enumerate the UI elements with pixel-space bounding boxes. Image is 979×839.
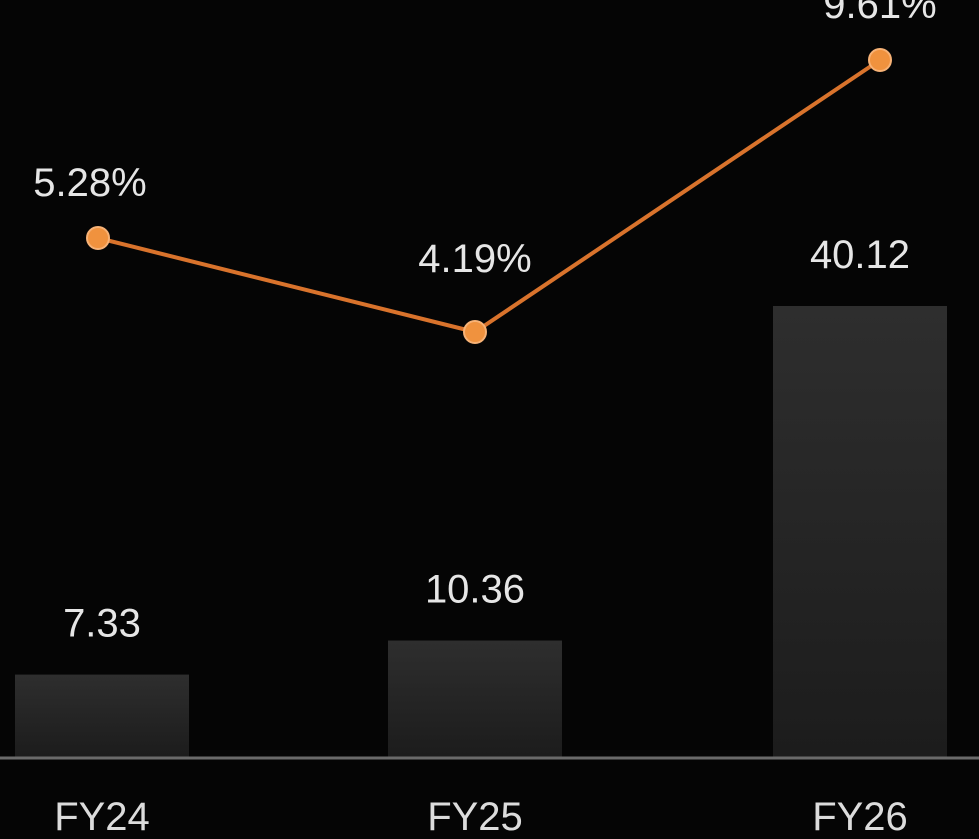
bar-value-label-fy25: 10.36: [425, 568, 525, 612]
bar-value-label-fy26: 40.12: [810, 233, 910, 277]
growth-marker-fy25: [463, 320, 487, 344]
growth-marker-fy24: [86, 226, 110, 250]
bar-fy25: [388, 640, 562, 757]
growth-value-labels: 5.28% 4.19% 9.61%: [33, 0, 936, 281]
bar-fy26: [773, 306, 947, 757]
growth-line-layer: [86, 48, 892, 344]
category-label-fy25: FY25: [427, 795, 523, 839]
growth-value-label-fy24: 5.28%: [33, 161, 146, 205]
bars-layer: [15, 306, 947, 757]
bar-fy24: [15, 674, 189, 757]
growth-value-label-fy25: 4.19%: [418, 237, 531, 281]
growth-marker-fy26: [868, 48, 892, 72]
category-label-fy26: FY26: [812, 795, 908, 839]
bar-value-label-fy24: 7.33: [63, 602, 141, 646]
category-labels: FY24 FY25 FY26: [54, 795, 908, 839]
bar-value-labels: 7.33 10.36 40.12: [63, 233, 910, 646]
growth-value-label-fy26: 9.61%: [823, 0, 936, 27]
category-label-fy24: FY24: [54, 795, 150, 839]
